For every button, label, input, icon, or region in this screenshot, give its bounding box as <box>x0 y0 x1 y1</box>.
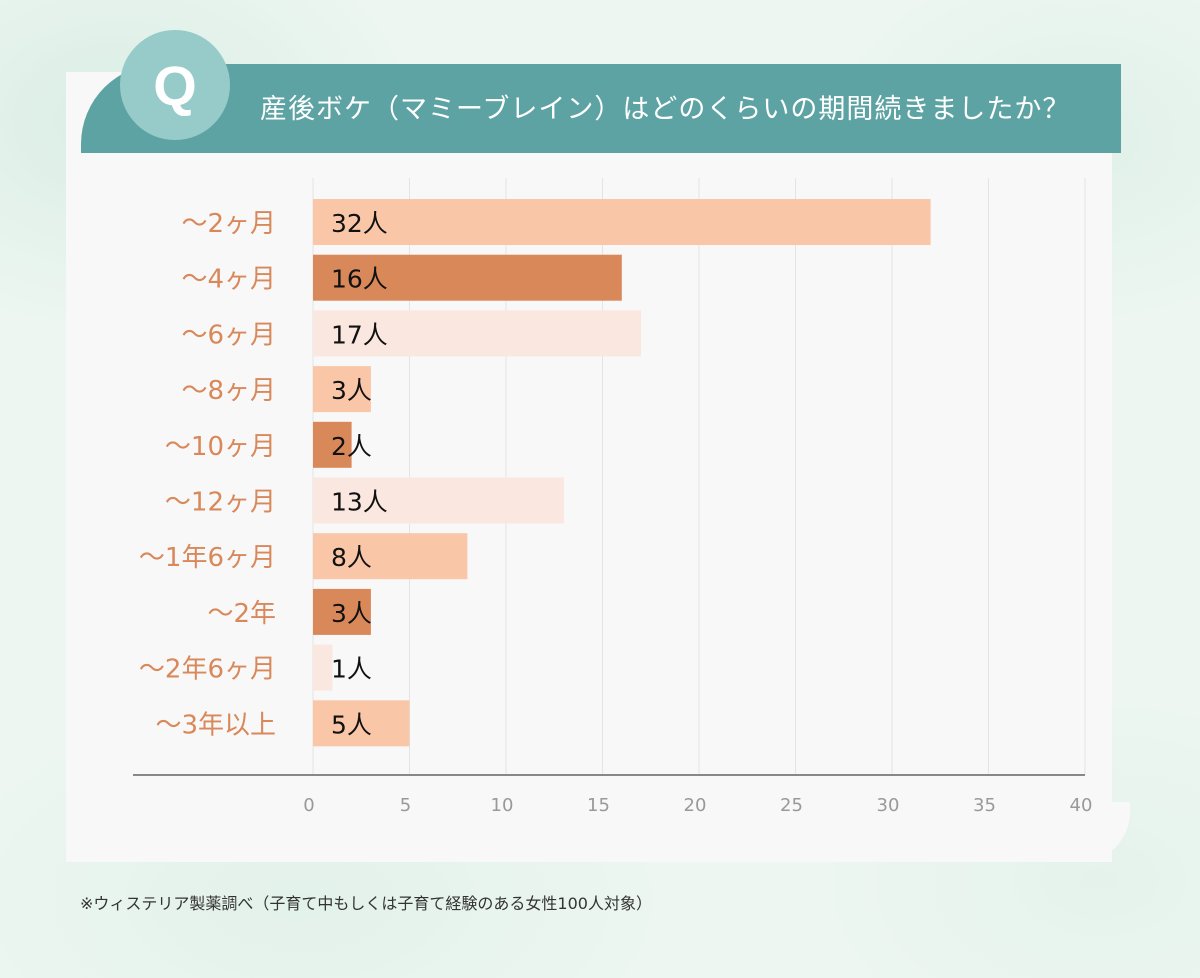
x-tick-label: 35 <box>973 795 996 816</box>
bar <box>313 310 642 357</box>
x-tick-label: 40 <box>1070 795 1093 816</box>
x-tick-label: 0 <box>303 795 314 816</box>
category-label: 〜6ヶ月 <box>181 320 276 350</box>
question-banner <box>81 64 1121 153</box>
bar-data-label: 3人 <box>331 376 372 405</box>
bar-data-label: 16人 <box>331 265 388 294</box>
category-label: 〜4ヶ月 <box>181 265 276 295</box>
bar <box>313 254 622 301</box>
bar-data-label: 13人 <box>331 488 388 517</box>
x-tick-label: 30 <box>877 795 900 816</box>
bar-data-label: 1人 <box>331 655 372 684</box>
category-label: 〜1年6ヶ月 <box>139 543 276 573</box>
category-label: 〜2ヶ月 <box>181 209 276 239</box>
category-label: 〜8ヶ月 <box>181 376 276 406</box>
bar <box>313 700 410 747</box>
q-badge-label: Q <box>153 53 197 117</box>
x-tick-label: 15 <box>587 795 610 816</box>
bar-data-label: 2人 <box>331 432 372 461</box>
bar <box>313 644 333 691</box>
bar-data-label: 8人 <box>331 543 372 572</box>
q-badge: Q <box>120 30 230 140</box>
bar <box>313 477 564 524</box>
bar-data-label: 3人 <box>331 599 372 628</box>
category-label: 〜10ヶ月 <box>165 432 276 462</box>
bar <box>313 199 931 245</box>
category-label: 〜3年以上 <box>155 710 276 740</box>
category-label: 〜2年 <box>207 599 276 629</box>
bar-data-label: 17人 <box>331 320 388 349</box>
question-title: 産後ボケ（マミーブレイン）はどのくらいの期間続きましたか？ <box>260 94 1071 125</box>
bar <box>313 533 468 580</box>
bar <box>313 588 371 635</box>
x-tick-label: 5 <box>400 795 411 816</box>
bar-data-label: 5人 <box>331 710 372 739</box>
x-tick-label: 20 <box>684 795 707 816</box>
bar <box>313 421 352 468</box>
bar-data-label: 32人 <box>331 209 388 238</box>
footnote: ※ウィステリア製薬調べ（子育て中もしくは子育て経験のある女性100人対象） <box>80 894 652 913</box>
category-label: 〜2年6ヶ月 <box>139 655 276 685</box>
x-tick-label: 10 <box>491 795 514 816</box>
bar <box>313 366 371 413</box>
x-tick-label: 25 <box>780 795 803 816</box>
category-label: 〜12ヶ月 <box>165 488 276 518</box>
